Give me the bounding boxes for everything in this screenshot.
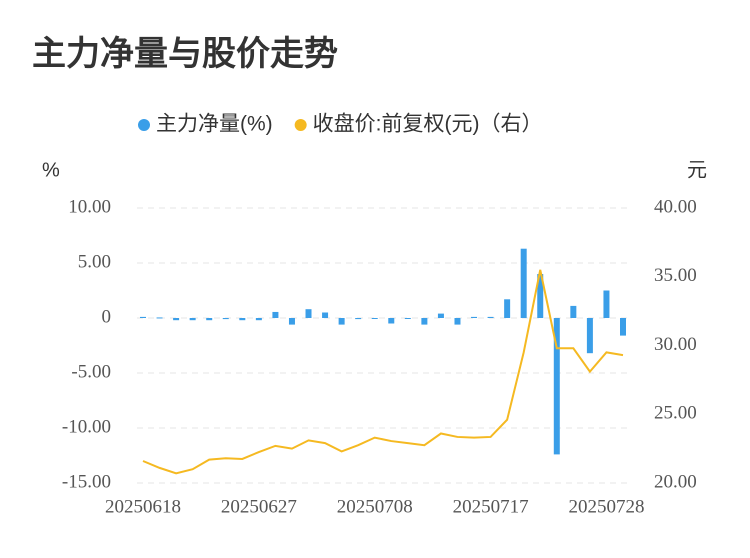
- bar: [371, 318, 378, 319]
- y-tick-label: -10.00: [62, 416, 111, 437]
- bar: [222, 318, 229, 320]
- bar: [620, 318, 626, 336]
- bar: [570, 305, 577, 318]
- bar: [421, 318, 428, 325]
- bar: [504, 299, 511, 318]
- y-axis-label: %: [42, 159, 60, 181]
- legend-marker: [138, 119, 150, 131]
- bar: [272, 311, 279, 318]
- y2-tick-label: 25.00: [654, 403, 697, 424]
- price-line: [142, 269, 624, 475]
- bar: [338, 318, 345, 325]
- x-tick-label: 20250728: [568, 496, 644, 517]
- bar: [305, 309, 312, 318]
- legend-label: 收盘价:前复权(元)（右）: [313, 113, 543, 136]
- y-tick-label: 0: [102, 306, 112, 327]
- legend-label: 主力净量(%): [156, 113, 273, 136]
- bar: [454, 318, 461, 325]
- x-tick-label: 20250708: [337, 496, 413, 517]
- y2-tick-label: 30.00: [654, 334, 697, 355]
- y2-tick-label: 35.00: [654, 265, 697, 286]
- bar: [255, 318, 262, 321]
- bar: [173, 318, 180, 321]
- y-tick-label: 5.00: [78, 251, 111, 272]
- bar: [156, 317, 163, 319]
- bar: [288, 318, 295, 325]
- y2-axis-label: 元: [687, 159, 707, 181]
- bar: [189, 318, 196, 321]
- bar: [586, 318, 593, 354]
- y-tick-label: -5.00: [71, 361, 111, 382]
- bar: [520, 248, 527, 318]
- bar: [322, 312, 329, 318]
- bar: [388, 318, 395, 324]
- bar: [404, 318, 411, 319]
- bar: [487, 316, 494, 318]
- bar: [206, 318, 213, 321]
- x-tick-label: 20250717: [453, 496, 529, 517]
- y2-tick-label: 40.00: [654, 196, 697, 217]
- bar: [471, 316, 478, 318]
- legend-marker: [294, 119, 307, 131]
- y-tick-label: -15.00: [62, 471, 111, 492]
- bar: [355, 318, 362, 320]
- y2-tick-label: 20.00: [654, 471, 697, 492]
- bar: [437, 313, 444, 318]
- x-tick-label: 20250627: [221, 496, 297, 517]
- bar: [239, 318, 246, 321]
- bar: [140, 316, 146, 318]
- y-tick-label: 10.00: [68, 196, 111, 217]
- bar: [537, 274, 544, 318]
- bar: [553, 318, 560, 455]
- chart-title: 主力净量与股价走势: [32, 35, 338, 73]
- x-tick-label: 20250618: [105, 496, 181, 517]
- bar: [603, 290, 610, 318]
